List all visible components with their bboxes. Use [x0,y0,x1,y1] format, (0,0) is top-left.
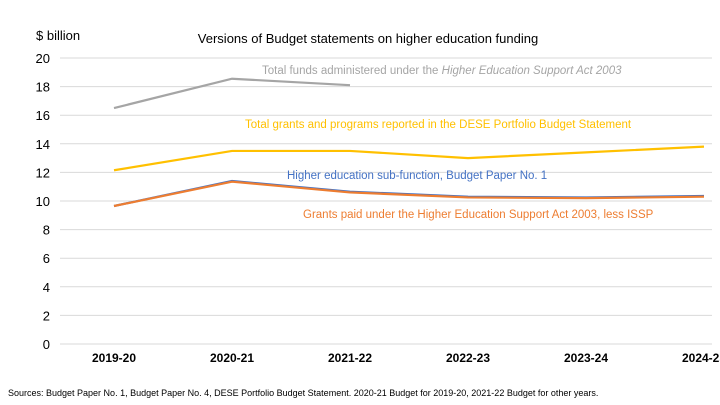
y-tick-label: 2 [43,308,50,323]
y-tick-label: 6 [43,251,50,266]
y-tick-label: 20 [36,51,50,66]
y-tick-label: 12 [36,165,50,180]
y-tick-label: 8 [43,223,50,238]
y-tick-label: 0 [43,337,50,352]
source-note: Sources: Budget Paper No. 1, Budget Pape… [8,388,598,398]
series-line-2 [113,179,705,208]
x-tick-label: 2021-22 [328,351,372,365]
x-tick-label: 2024-25 [682,351,720,365]
x-tick-label: 2019-20 [92,351,136,365]
y-axis-label: $ billion [36,28,80,43]
series-line-1 [113,145,705,172]
x-tick-label: 2020-21 [210,351,254,365]
y-tick-label: 16 [36,108,50,123]
legend-label-total-grants: Total grants and programs reported in th… [245,119,632,131]
series-line-3 [113,180,705,208]
series-line-0 [113,77,351,110]
x-tick-label: 2022-23 [446,351,490,365]
legend-label-grants-paid: Grants paid under the Higher Education S… [303,209,654,221]
y-tick-label: 4 [43,280,50,295]
y-tick-label: 14 [36,137,50,152]
y-tick-label: 10 [36,194,50,209]
legend-label-sub-function: Higher education sub-function, Budget Pa… [287,170,547,182]
x-tick-label: 2023-24 [564,351,608,365]
y-tick-label: 18 [36,80,50,95]
legend-label-total-funds: Total funds administered under the Highe… [262,65,622,77]
chart-title: Versions of Budget statements on higher … [198,31,538,46]
